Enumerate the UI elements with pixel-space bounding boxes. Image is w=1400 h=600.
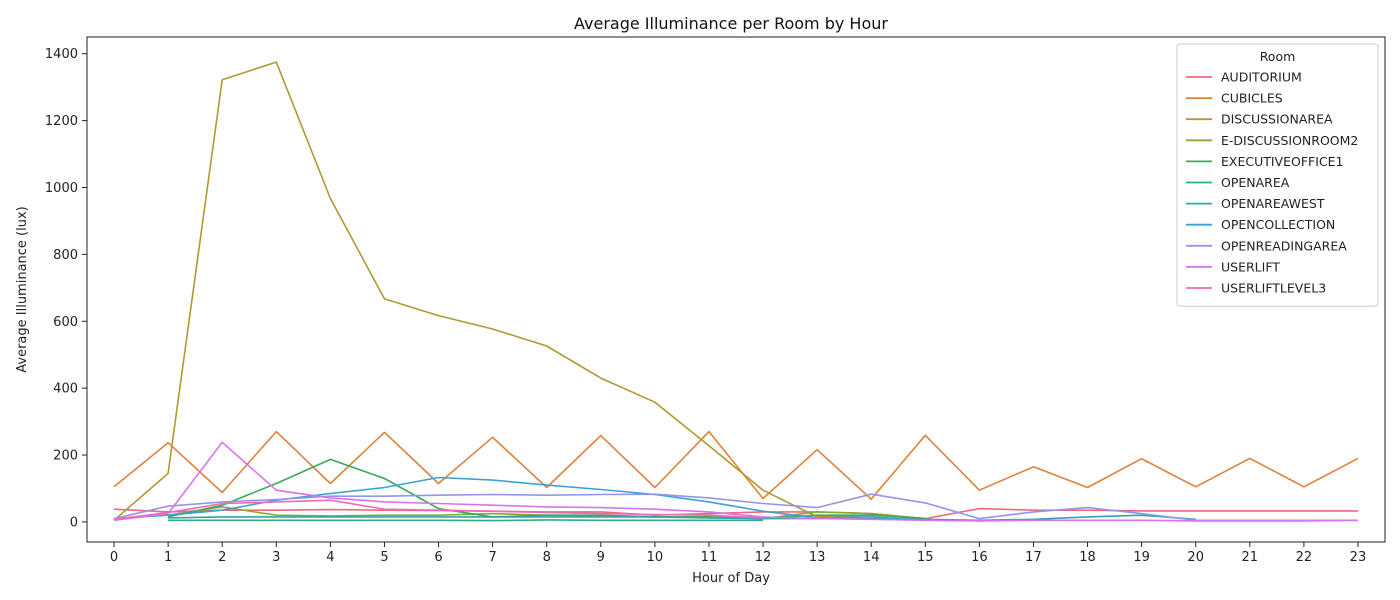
x-tick-label: 7 [488,550,496,565]
x-tick-label: 11 [701,550,718,565]
y-axis-label: Average Illuminance (lux) [15,206,30,373]
legend-label-opencollection: OPENCOLLECTION [1221,217,1335,232]
x-tick-label: 21 [1242,550,1259,565]
x-tick-label: 13 [809,550,826,565]
x-tick-label: 1 [164,550,172,565]
x-axis-label: Hour of Day [692,571,770,586]
x-tick-label: 6 [434,550,442,565]
x-tick-label: 18 [1079,550,1096,565]
legend-title: Room [1260,49,1296,64]
legend-label-userlift: USERLIFT [1221,259,1280,274]
x-tick-label: 14 [863,550,880,565]
legend: Room AUDITORIUM CUBICLES DISCUSSIONAREA E-D… [1176,43,1379,307]
x-tick-label: 16 [971,550,988,565]
x-tick-label: 12 [755,550,772,565]
x-tick-label: 2 [218,550,226,565]
series-line-opencollection [113,476,926,522]
chart-title: Average Illuminance per Room by Hour [574,14,888,33]
x-tick-label: 20 [1187,550,1204,565]
y-tick-label: 1000 [45,181,78,196]
y-axis: 0 200 400 600 800 1000 1200 1400 [45,47,87,530]
series-line-discussionarea [113,61,872,521]
x-tick-label: 22 [1296,550,1313,565]
legend-label-openreadingarea: OPENREADINGAREA [1221,238,1347,253]
x-tick-label: 15 [917,550,934,565]
x-tick-label: 8 [543,550,551,565]
legend-items: AUDITORIUM CUBICLES DISCUSSIONAREA E-DISCUS… [1186,70,1358,296]
x-tick-label: 0 [110,550,118,565]
legend-box [1176,43,1379,307]
legend-label-userliftlevel3: USERLIFTLEVEL3 [1221,281,1326,296]
legend-label-auditorium: AUDITORIUM [1221,70,1302,85]
y-tick-label: 0 [70,515,78,530]
series-line-openarea [168,519,763,522]
y-tick-label: 1200 [45,114,78,129]
series-line-auditorium [113,507,1358,520]
x-tick-label: 10 [647,550,664,565]
legend-label-openareawest: OPENAREAWEST [1221,196,1325,211]
x-tick-label: 23 [1350,550,1367,565]
legend-label-e-discussionroom2: E-DISCUSSIONROOM2 [1221,133,1358,148]
x-tick-label: 4 [326,550,334,565]
legend-label-cubicles: CUBICLES [1221,91,1283,106]
series-lines [113,61,1359,522]
series-line-userliftlevel3 [113,499,764,521]
y-tick-label: 400 [53,382,78,397]
legend-label-executiveoffice1: EXECUTIVEOFFICE1 [1221,154,1344,169]
series-line-openareawest [168,514,1196,522]
x-tick-label: 17 [1025,550,1042,565]
plot-area [86,36,1386,543]
x-tick-label: 9 [597,550,605,565]
x-tick-label: 5 [380,550,388,565]
legend-label-openarea: OPENAREA [1221,175,1290,190]
y-tick-label: 1400 [45,47,78,62]
legend-label-discussionarea: DISCUSSIONAREA [1221,112,1333,127]
y-tick-label: 600 [53,315,78,330]
x-axis: 0 1 2 3 4 5 6 7 8 9 10 11 12 13 14 15 16 17 18 19 20 21 22 23 [110,542,1366,565]
x-tick-label: 3 [272,550,280,565]
y-tick-label: 200 [53,449,78,464]
x-tick-label: 19 [1133,550,1150,565]
y-tick-label: 800 [53,248,78,263]
series-line-userlift [113,441,1359,522]
series-line-cubicles [113,430,1359,500]
